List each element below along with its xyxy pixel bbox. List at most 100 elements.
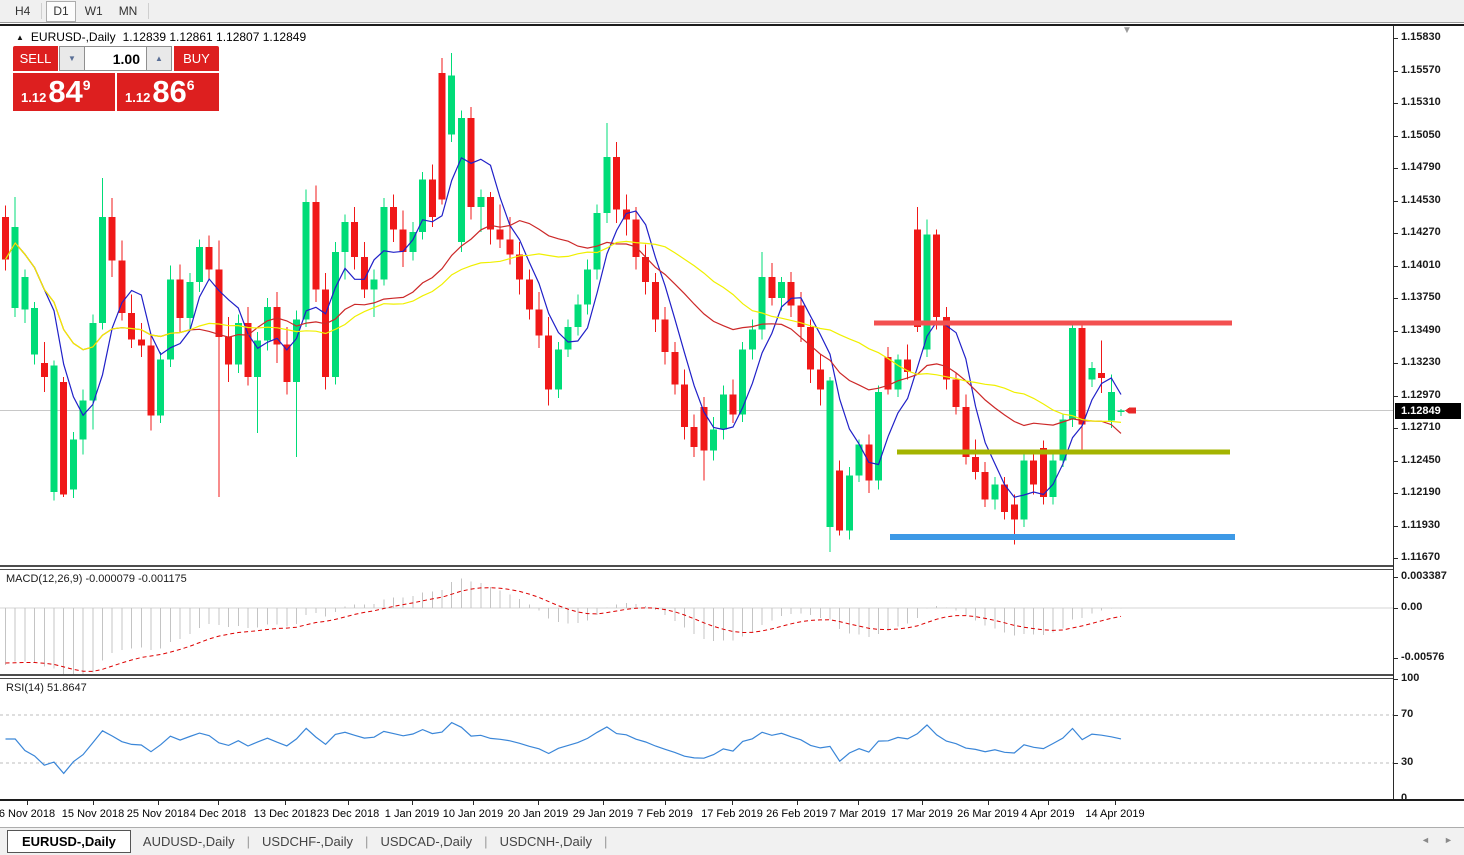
price-axis-label: 1.12190 [1401,486,1441,498]
axis-tick [1394,460,1398,462]
price-axis-label: 1.15570 [1401,63,1441,76]
price-axis-label: 1.12450 [1401,453,1441,466]
axis-tick [1394,168,1398,169]
buy-price-box[interactable]: 1.12 86 6 [117,73,219,111]
sell-price-box[interactable]: 1.12 84 9 [13,73,115,111]
date-tick [158,801,159,805]
bear-candle-body [128,313,136,340]
bull-candle-body [341,221,349,252]
bull-candle-body [370,279,378,290]
date-label: 23 Dec 2018 [316,808,380,820]
bear-candle-body [118,260,126,313]
buy-button[interactable]: BUY [174,46,219,71]
bear-candle-body [807,326,815,370]
volume-increase-button[interactable]: ▲ [146,46,172,71]
bull-candle-body [603,156,611,213]
rsi-label: RSI(14) 51.8647 [6,682,87,694]
collapse-triangle-icon[interactable]: ▲ [16,32,24,42]
bear-candle-body [904,359,912,372]
date-label: 13 Dec 2018 [253,808,317,820]
chart-tab-1[interactable]: EURUSD-,Daily [7,830,131,853]
axis-tick [1394,428,1398,429]
timeframe-button-w1[interactable]: W1 [84,4,103,18]
bear-candle-body [244,323,252,377]
bear-candle-body [1098,373,1106,378]
rsi-canvas[interactable] [0,679,1393,799]
bull-candle-body [584,269,591,305]
date-tick [27,801,28,805]
timeframe-button-d1[interactable]: D1 [46,0,76,22]
bear-candle-body [516,254,524,280]
tab-scroll-right-icon[interactable]: ► [1444,835,1453,845]
bull-candle-body [923,234,931,350]
timeframe-button-h4[interactable]: H4 [15,4,31,18]
tab-scroll-left-icon[interactable]: ◄ [1421,835,1430,845]
bear-candle-body [651,281,659,320]
chart-tab-4[interactable]: USDCAD-,Daily [380,834,473,849]
bear-candle-body [108,216,116,261]
axis-tick [1394,70,1398,72]
price-axis-label: 1.11670 [1401,551,1441,563]
timeframe-button-mn[interactable]: MN [118,4,138,18]
chart-tab-5[interactable]: USDCNH-,Daily [499,834,593,849]
bull-candle-body [845,475,853,531]
chart-shift-marker-icon[interactable]: ▼ [1122,25,1132,36]
rsi-axis-label: 0 [1401,792,1408,804]
bear-candle-body [933,234,941,317]
axis-tick [1394,38,1398,39]
price-axis-label: 1.13750 [1401,291,1441,303]
rsi-axis-label: 30 [1401,756,1414,768]
chart-tab-2[interactable]: AUDUSD-,Daily [142,834,235,849]
bear-candle-body [545,335,553,390]
mid-support-line[interactable] [897,449,1230,455]
chart-ohlc-values: 1.12839 1.12861 1.12807 1.12849 [122,30,307,44]
resistance-line[interactable] [874,320,1232,326]
candles [2,53,1125,552]
bear-candle-body [215,269,223,337]
ma-slow-line[interactable] [4,240,1122,423]
macd-axis-label: -0.00576 [1401,651,1445,663]
low-support-line[interactable] [890,533,1235,540]
bull-candle-body [1020,460,1028,520]
axis-tick [1394,265,1398,267]
bear-candle-body [797,305,805,327]
bear-candle-body [942,316,950,380]
volume-decrease-button[interactable]: ▼ [59,46,85,71]
panel-divider[interactable] [0,565,1464,570]
axis-tick [1394,200,1398,202]
date-label: 26 Feb 2019 [766,808,828,820]
date-axis: 6 Nov 2018 15 Nov 2018 25 Nov 2018 4 Dec 20… [0,799,1464,827]
date-label: 7 Mar 2019 [830,808,886,820]
bear-candle-body [351,221,359,257]
bull-candle-body [380,206,388,280]
bear-candle-body [525,279,533,310]
bear-candle-body [700,406,708,451]
date-label: 25 Nov 2018 [126,808,190,820]
axis-tick [1394,330,1398,332]
bear-candle-body [1010,504,1018,520]
date-tick [412,801,413,805]
sell-button[interactable]: SELL [13,46,58,71]
axis-tick [1394,493,1398,494]
bear-candle-body [884,356,892,390]
bull-candle-body [99,216,106,323]
bear-candle-body [836,470,844,531]
bear-candle-body [787,281,795,306]
bull-candle-body [554,349,562,390]
date-label: 17 Feb 2019 [701,808,763,820]
bear-candle-body [913,229,921,327]
date-label: 20 Jan 2019 [507,808,569,820]
bull-candle-body [263,306,271,341]
bull-candle-body [50,365,58,492]
macd-canvas[interactable] [0,570,1393,674]
price-chart-canvas[interactable] [0,26,1393,565]
panel-divider[interactable] [0,674,1464,679]
bull-candle-body [457,118,465,242]
bear-candle-body [390,206,397,230]
chart-tab-3[interactable]: USDCHF-,Daily [262,834,354,849]
bear-candle-body [962,406,970,457]
bull-candle-body [1069,328,1076,420]
volume-input[interactable] [85,46,146,71]
bear-candle-body [690,426,698,447]
